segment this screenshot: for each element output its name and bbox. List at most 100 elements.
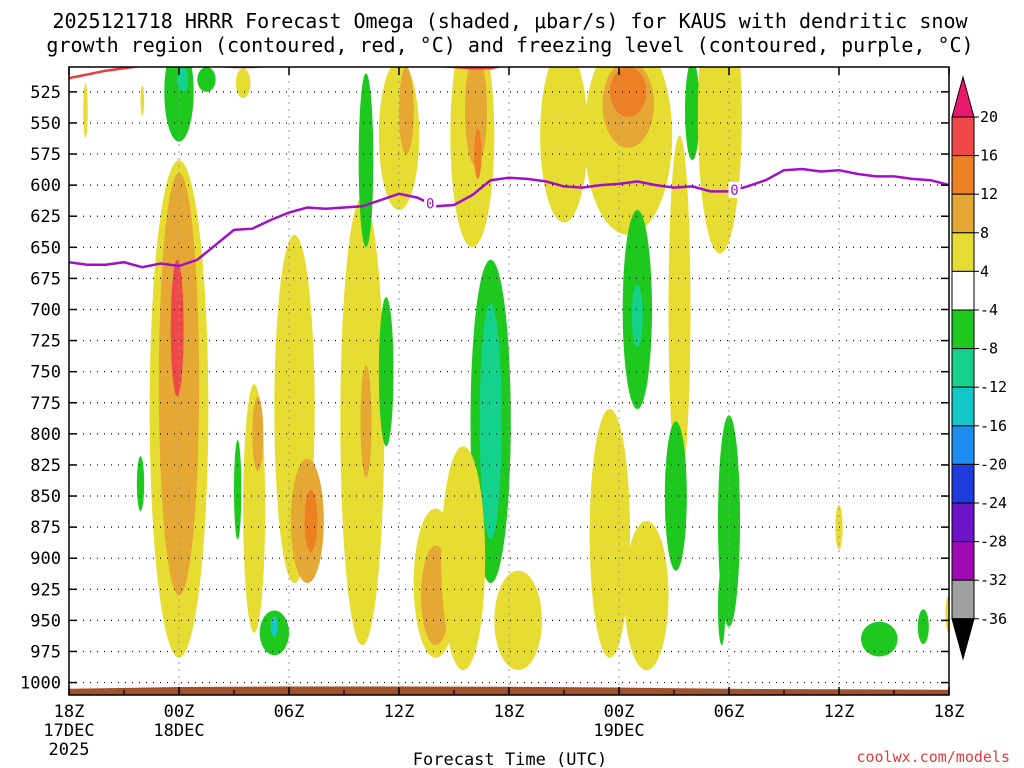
y-tick-label-4: 625: [30, 207, 61, 227]
omega-cell-j: [136, 456, 145, 511]
omega-cell-ap: [624, 520, 669, 671]
title-line-1: 2025121718 HRRR Forecast Omega (shaded, …: [52, 9, 968, 33]
x-axis-title: Forecast Time (UTC): [413, 750, 607, 768]
colorbar-swatch-7: [951, 348, 975, 388]
freezing-level-label-0: 0: [426, 197, 434, 213]
omega-cell-ag: [494, 570, 542, 671]
omega-cell-at: [664, 421, 687, 571]
colorbar-swatch-4: [951, 232, 975, 272]
omega-cell-f: [235, 68, 251, 99]
omega-cell-c: [164, 67, 194, 142]
omega-cell-ab: [465, 67, 487, 167]
freezing-label-bg-0: [424, 195, 437, 212]
x-tick-label-0-2: 2025: [49, 740, 90, 760]
omega-cell-ao: [589, 408, 630, 658]
omega-cell-ar: [697, 67, 742, 254]
omega-cell-ay: [945, 595, 949, 633]
colorbar-swatch-9: [951, 425, 975, 465]
colorbar-top-arrow: [951, 75, 975, 118]
y-tick-label-7: 700: [30, 300, 61, 320]
colorbar-swatch-10: [951, 463, 975, 504]
omega-cell-e: [197, 67, 216, 92]
colorbar-swatch-2: [951, 155, 975, 195]
colorbar-label-2: 12: [980, 185, 998, 203]
colorbar-label-5: -4: [980, 301, 998, 319]
x-tick-label-7-0: 12Z: [824, 702, 855, 722]
omega-cell-as: [718, 415, 740, 627]
freezing-label-bg-1: [728, 181, 741, 198]
x-tick-label-3-0: 12Z: [384, 702, 415, 722]
omega-cell-t: [360, 365, 372, 478]
colorbar-label-10: -24: [980, 494, 1007, 512]
omega-cell-al: [685, 67, 700, 161]
colorbar-label-12: -32: [980, 571, 1007, 589]
colorbar-swatch-11: [951, 502, 975, 543]
colorbar-swatch-1: [951, 116, 975, 157]
y-tick-label-18: 975: [30, 642, 61, 662]
x-tick-label-4-0: 18Z: [494, 702, 525, 722]
x-tick-label-2-0: 06Z: [274, 702, 305, 722]
y-tick-label-19: 1000: [20, 674, 61, 694]
pressure-axis: 525 550 575 600 625 650 675 700 725 750 775 800 825 8…: [20, 83, 949, 694]
colorbar-swatch-13: [951, 579, 975, 620]
x-tick-label-1-0: 00Z: [164, 702, 195, 722]
freezing-level-contour: [69, 167, 949, 269]
omega-cell-r: [270, 616, 279, 637]
x-tick-label-8-0: 18Z: [934, 702, 965, 722]
omega-cell-ah: [540, 67, 588, 223]
y-tick-label-13: 850: [30, 487, 61, 507]
y-tick-label-9: 750: [30, 363, 61, 383]
colorbar-label-6: -8: [980, 340, 998, 358]
y-tick-label-10: 775: [30, 394, 61, 414]
x-tick-label-6-0: 06Z: [714, 702, 745, 722]
y-tick-label-5: 650: [30, 238, 61, 258]
x-tick-label-5-0: 00Z: [604, 702, 635, 722]
colorbar-label-4: 4: [980, 262, 989, 280]
omega-cell-u: [378, 297, 394, 447]
colorbar-swatch-12: [951, 541, 975, 581]
omega-cell-ac: [474, 129, 482, 179]
colorbar: 20 16 12 8 4 -4 -8 -12 -16 -20 -24 -28 -32 -36: [951, 75, 1007, 661]
x-tick-label-1-1: 18DEC: [153, 721, 204, 741]
omega-cell-k: [234, 440, 242, 540]
y-tick-label-11: 800: [30, 425, 61, 445]
site-credit: coolwx.com/models: [856, 748, 1010, 766]
title-line-2: growth region (contoured, red, °C) and f…: [46, 33, 973, 57]
omega-cell-aw: [861, 621, 898, 657]
omega-cell-p: [304, 489, 318, 552]
colorbar-swatch-6: [951, 309, 975, 350]
y-tick-label-8: 725: [30, 332, 61, 352]
omega-cell-a: [83, 83, 88, 138]
colorbar-label-0: 20: [980, 108, 998, 126]
y-tick-label-2: 575: [30, 145, 61, 165]
x-tick-label-5-1: 19DEC: [593, 721, 644, 741]
colorbar-label-3: 8: [980, 224, 989, 242]
colorbar-label-1: 16: [980, 147, 998, 165]
y-tick-label-14: 875: [30, 518, 61, 538]
omega-cell-ae: [479, 303, 502, 540]
colorbar-label-8: -16: [980, 417, 1007, 435]
omega-cell-ak: [609, 67, 647, 117]
colorbar-label-13: -36: [980, 610, 1007, 628]
x-tick-label-0-0: 18Z: [54, 702, 85, 722]
omega-cell-x: [358, 73, 374, 248]
y-tick-label-3: 600: [30, 176, 61, 196]
y-tick-label-12: 825: [30, 456, 61, 476]
omega-cell-aq: [668, 135, 691, 484]
omega-cell-ax: [917, 609, 929, 645]
colorbar-label-11: -28: [980, 533, 1007, 551]
x-tick-label-0-1: 17DEC: [43, 721, 94, 741]
y-tick-label-6: 675: [30, 269, 61, 289]
omega-cell-d: [177, 67, 189, 92]
colorbar-swatch-3: [951, 193, 975, 234]
omega-cell-i: [170, 259, 184, 397]
y-tick-label-17: 950: [30, 611, 61, 631]
omega-cell-af: [441, 446, 486, 671]
colorbar-swatch-5: [951, 270, 975, 311]
y-tick-label-16: 925: [30, 580, 61, 600]
omega-cell-b: [140, 85, 145, 116]
freezing-level-label-1: 0: [730, 183, 738, 199]
colorbar-swatch-8: [951, 386, 975, 427]
omega-cell-au: [718, 570, 726, 646]
